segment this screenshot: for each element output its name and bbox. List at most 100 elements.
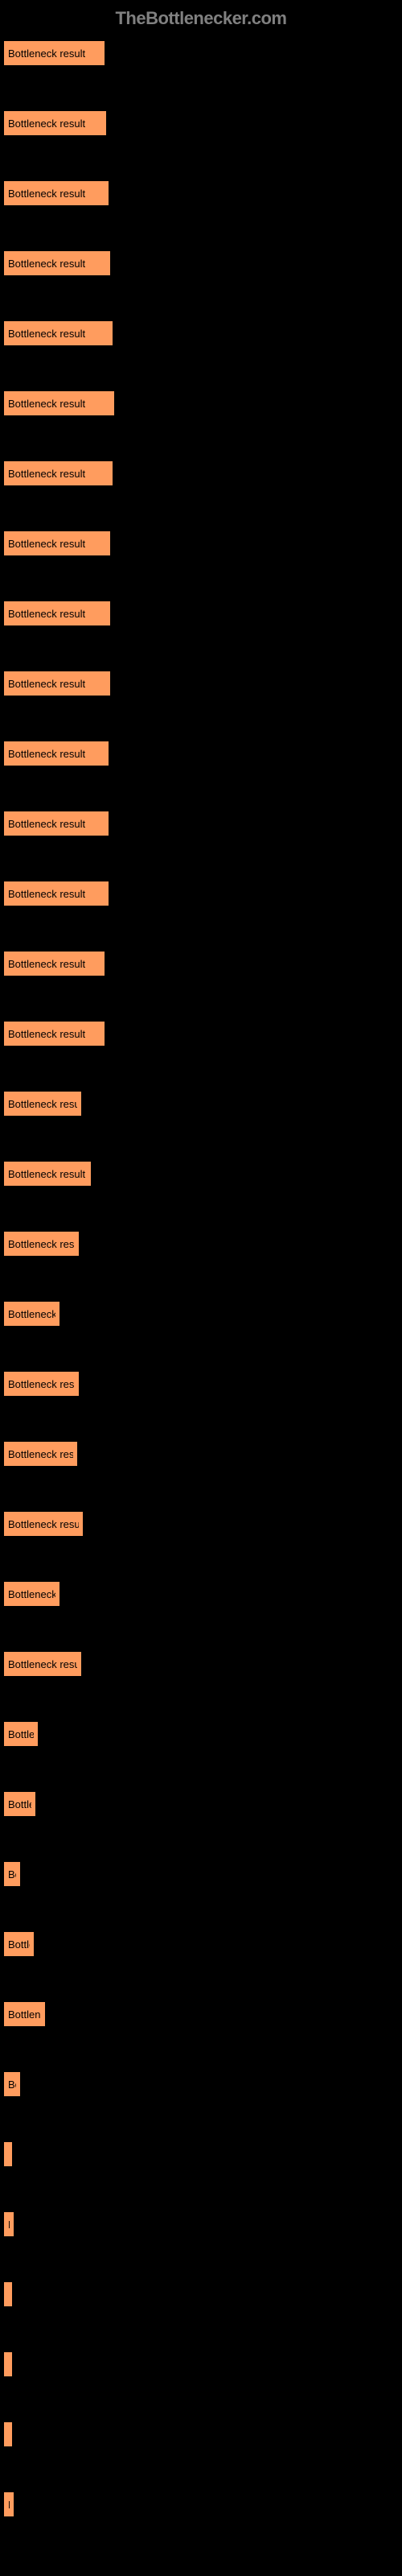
bottleneck-bar: Bottleneck result <box>4 2492 14 2516</box>
chart-row: Bottleneck result <box>4 2422 398 2446</box>
bottleneck-bar-label: Bottleneck result <box>8 2008 41 2021</box>
chart-row: Bottleneck result <box>4 1162 398 1186</box>
bottleneck-bar-label: Bottleneck result <box>8 1378 75 1390</box>
chart-row: Bottleneck result <box>4 1722 398 1746</box>
bottleneck-bar: Bottleneck result <box>4 1372 79 1396</box>
chart-row: Bottleneck result <box>4 2142 398 2166</box>
bottleneck-bar: Bottleneck result <box>4 531 110 555</box>
chart-row: Bottleneck result <box>4 952 398 976</box>
bottleneck-bar: Bottleneck result <box>4 251 110 275</box>
bottleneck-bar-label: Bottleneck result <box>8 608 85 620</box>
bottleneck-bar-label: Bottleneck result <box>8 2499 10 2511</box>
bottleneck-bar-label: Bottleneck result <box>8 188 85 200</box>
bottleneck-bar-label: Bottleneck result <box>8 1518 79 1530</box>
chart-row: Bottleneck result <box>4 601 398 625</box>
chart-row: Bottleneck result <box>4 811 398 836</box>
chart-row: Bottleneck result <box>4 881 398 906</box>
chart-row: Bottleneck result <box>4 2492 398 2516</box>
bottleneck-bar: Bottleneck result <box>4 1442 77 1466</box>
bottleneck-bar: Bottleneck result <box>4 461 113 485</box>
bottleneck-bar-label: Bottleneck result <box>8 748 85 760</box>
bottleneck-bar-label: Bottleneck result <box>8 1238 75 1250</box>
bottleneck-bar-label: Bottleneck result <box>8 258 85 270</box>
bottleneck-bar-label: Bottleneck result <box>8 538 85 550</box>
bottleneck-bar-label: Bottleneck result <box>8 468 85 480</box>
chart-row: Bottleneck result <box>4 1442 398 1466</box>
bottleneck-bar: Bottleneck result <box>4 1722 38 1746</box>
chart-row: Bottleneck result <box>4 1582 398 1606</box>
bottleneck-bar: Bottleneck result <box>4 2002 45 2026</box>
chart-row: Bottleneck result <box>4 2072 398 2096</box>
bottleneck-bar-label: Bottleneck result <box>8 1798 31 1810</box>
bottleneck-bar-label: Bottleneck result <box>8 1028 85 1040</box>
chart-row: Bottleneck result <box>4 1862 398 1886</box>
chart-row: Bottleneck result <box>4 321 398 345</box>
chart-row: Bottleneck result <box>4 461 398 485</box>
bottleneck-bar: Bottleneck result <box>4 2422 12 2446</box>
site-header: TheBottlenecker.com <box>4 8 398 29</box>
chart-row: Bottleneck result <box>4 1932 398 1956</box>
chart-row: Bottleneck result <box>4 2282 398 2306</box>
bottleneck-bar-label: Bottleneck result <box>8 1938 30 1951</box>
bottleneck-bar: Bottleneck result <box>4 41 105 65</box>
chart-row: Bottleneck result <box>4 251 398 275</box>
bottleneck-bar-label: Bottleneck result <box>8 398 85 410</box>
bottleneck-bar-label: Bottleneck result <box>8 118 85 130</box>
bottleneck-bar: Bottleneck result <box>4 111 106 135</box>
chart-row: Bottleneck result <box>4 2002 398 2026</box>
bottleneck-bar-label: Bottleneck result <box>8 1658 77 1670</box>
bottleneck-bar: Bottleneck result <box>4 811 109 836</box>
bottleneck-bar-label: Bottleneck result <box>8 1868 16 1880</box>
bottleneck-bar: Bottleneck result <box>4 2142 12 2166</box>
chart-row: Bottleneck result <box>4 1512 398 1536</box>
bottleneck-bar: Bottleneck result <box>4 1512 83 1536</box>
chart-row: Bottleneck result <box>4 1022 398 1046</box>
bottleneck-bar: Bottleneck result <box>4 1022 105 1046</box>
bottleneck-bar: Bottleneck result <box>4 1932 34 1956</box>
bottleneck-bar-label: Bottleneck result <box>8 818 85 830</box>
bottleneck-bar-label: Bottleneck result <box>8 2079 16 2091</box>
chart-row: Bottleneck result <box>4 531 398 555</box>
bottleneck-chart: Bottleneck result Bottleneck result Bottle… <box>4 41 398 2516</box>
chart-row: Bottleneck result <box>4 2352 398 2376</box>
bottleneck-bar: Bottleneck result <box>4 1302 59 1326</box>
bottleneck-bar-label: Bottleneck result <box>8 888 85 900</box>
bottleneck-bar-label: Bottleneck result <box>8 958 85 970</box>
bottleneck-bar-label: Bottleneck result <box>8 1728 34 1740</box>
bottleneck-bar: Bottleneck result <box>4 1582 59 1606</box>
bottleneck-bar: Bottleneck result <box>4 881 109 906</box>
chart-row: Bottleneck result <box>4 181 398 205</box>
bottleneck-bar-label: Bottleneck result <box>8 1448 73 1460</box>
bottleneck-bar-label: Bottleneck result <box>8 47 85 60</box>
chart-row: Bottleneck result <box>4 1372 398 1396</box>
bottleneck-bar: Bottleneck result <box>4 601 110 625</box>
bottleneck-bar: Bottleneck result <box>4 2072 20 2096</box>
bottleneck-bar-label: Bottleneck result <box>8 2219 10 2231</box>
bottleneck-bar: Bottleneck result <box>4 181 109 205</box>
chart-row: Bottleneck result <box>4 1302 398 1326</box>
bottleneck-bar: Bottleneck result <box>4 391 114 415</box>
bottleneck-bar-label: Bottleneck result <box>8 328 85 340</box>
bottleneck-bar-label: Bottleneck result <box>8 1098 77 1110</box>
chart-row: Bottleneck result <box>4 1652 398 1676</box>
bottleneck-bar: Bottleneck result <box>4 1232 79 1256</box>
chart-row: Bottleneck result <box>4 1232 398 1256</box>
bottleneck-bar: Bottleneck result <box>4 2282 12 2306</box>
bottleneck-bar: Bottleneck result <box>4 671 110 696</box>
chart-row: Bottleneck result <box>4 1092 398 1116</box>
bottleneck-bar: Bottleneck result <box>4 1092 81 1116</box>
bottleneck-bar-label: Bottleneck result <box>8 1588 55 1600</box>
bottleneck-bar: Bottleneck result <box>4 2212 14 2236</box>
chart-row: Bottleneck result <box>4 1792 398 1816</box>
bottleneck-bar-label: Bottleneck result <box>8 678 85 690</box>
bottleneck-bar: Bottleneck result <box>4 741 109 766</box>
bottleneck-bar: Bottleneck result <box>4 1652 81 1676</box>
bottleneck-bar: Bottleneck result <box>4 1162 91 1186</box>
bottleneck-bar: Bottleneck result <box>4 952 105 976</box>
chart-row: Bottleneck result <box>4 41 398 65</box>
chart-row: Bottleneck result <box>4 2212 398 2236</box>
bottleneck-bar: Bottleneck result <box>4 2352 12 2376</box>
bottleneck-bar: Bottleneck result <box>4 321 113 345</box>
bottleneck-bar-label: Bottleneck result <box>8 1308 55 1320</box>
bottleneck-bar-label: Bottleneck result <box>8 1168 85 1180</box>
